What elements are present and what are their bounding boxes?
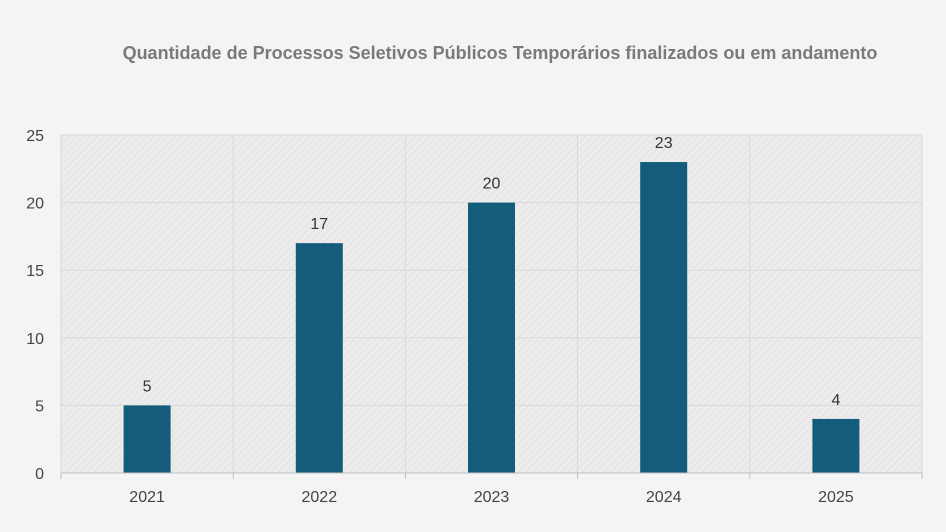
y-tick-label: 5 (35, 398, 44, 415)
data-label: 4 (831, 392, 840, 409)
bar (123, 405, 171, 473)
y-tick-label: 25 (26, 128, 44, 145)
x-tick-label: 2021 (129, 489, 165, 506)
data-label: 20 (483, 176, 501, 193)
x-axis: 2021 2022 2023 2024 2025 (60, 472, 923, 506)
x-tick-label: 2024 (646, 489, 682, 506)
data-label: 5 (143, 378, 152, 395)
data-label: 17 (310, 216, 328, 233)
data-labels: 5 17 20 23 4 (143, 135, 841, 409)
bar (468, 202, 515, 473)
x-tick-label: 2023 (474, 489, 510, 506)
bar (812, 418, 860, 473)
y-tick-label: 15 (26, 263, 44, 280)
x-tick-label: 2025 (818, 489, 854, 506)
y-tick-label: 0 (35, 466, 44, 483)
bar (640, 162, 688, 474)
data-label: 23 (655, 135, 673, 152)
y-tick-label: 20 (26, 196, 44, 213)
y-tick-label: 10 (26, 331, 44, 348)
bars (123, 162, 860, 474)
x-tick-label: 2022 (302, 489, 338, 506)
bar (295, 243, 343, 473)
chart-title: Quantidade de Processos Seletivos Públic… (122, 43, 878, 63)
y-axis: 0 5 10 15 20 25 (26, 128, 44, 483)
